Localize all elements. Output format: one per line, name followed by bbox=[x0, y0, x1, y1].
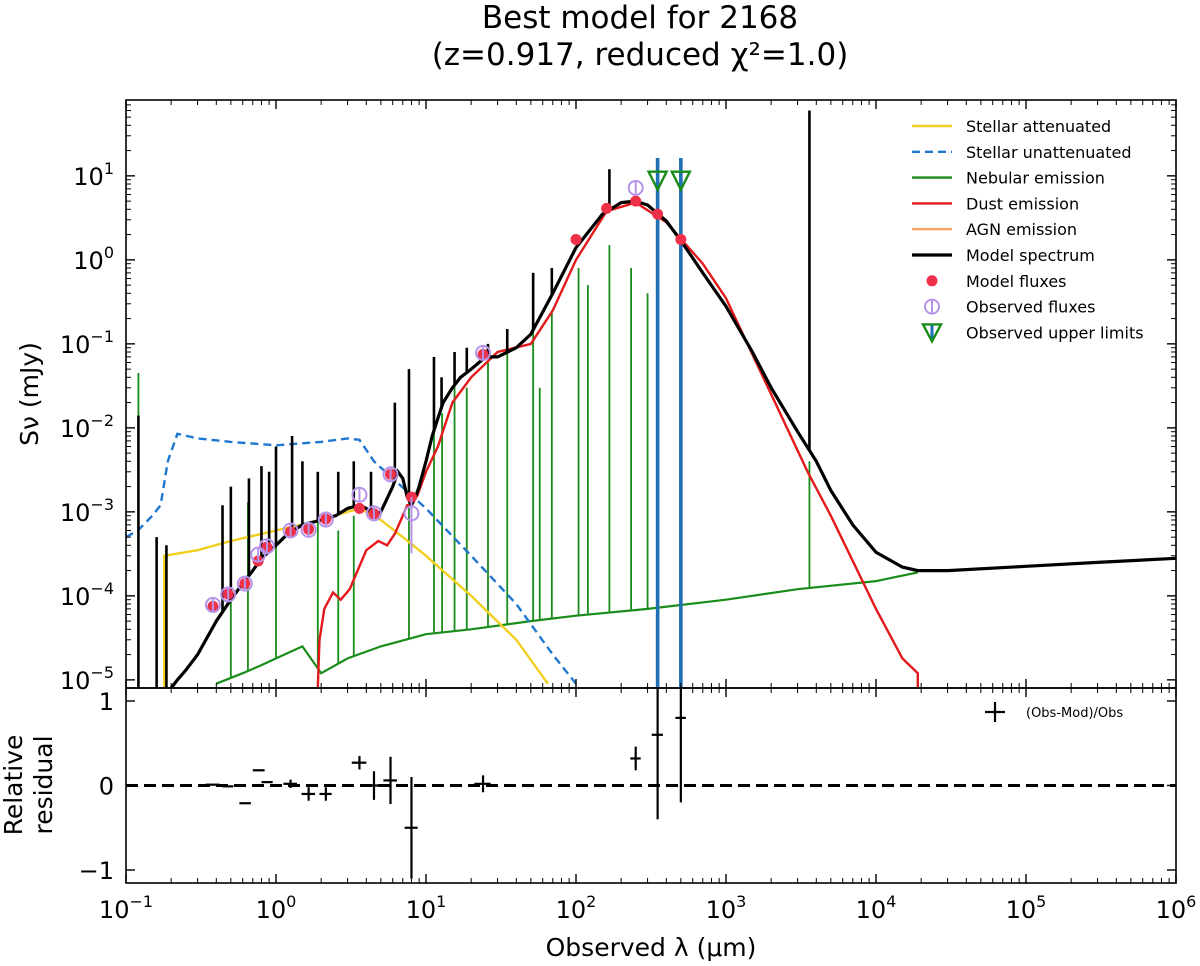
sed-y-axis: 10−5 10−4 10−3 10−2 10−1 100 101 bbox=[60, 99, 1176, 695]
y-tick-label: 10−3 bbox=[60, 495, 114, 527]
stellar-unattenuated-line bbox=[126, 432, 577, 685]
nebular-continuum-line bbox=[215, 571, 919, 685]
model-flux-point bbox=[675, 233, 687, 245]
x-tick-label: 100 bbox=[256, 892, 297, 924]
observed-flux-point bbox=[475, 344, 492, 361]
y-tick-label: 101 bbox=[73, 159, 114, 191]
x-tick-label: 10−1 bbox=[99, 892, 153, 924]
model-flux-point bbox=[652, 208, 664, 220]
observed-flux-point bbox=[300, 521, 317, 538]
y-tick-label: 10−2 bbox=[60, 411, 114, 443]
x-tick-label: 106 bbox=[1156, 892, 1197, 924]
residual-panel: 1 0 −1 bbox=[79, 687, 1177, 885]
upper-limit-marker bbox=[646, 170, 669, 193]
model-flux-point bbox=[601, 202, 613, 214]
observed-flux-point bbox=[236, 575, 253, 592]
legend-label: Nebular emission bbox=[966, 169, 1105, 188]
y-axis-label-top: Sν (mJy) bbox=[15, 342, 44, 446]
residual-y-axis: 1 0 −1 bbox=[79, 688, 1176, 885]
chart-title-line2: (z=0.917, reduced χ²=1.0) bbox=[432, 37, 849, 73]
observed-flux-point bbox=[220, 586, 237, 603]
legend-label: Observed upper limits bbox=[966, 323, 1144, 342]
observed-flux-point bbox=[258, 538, 275, 555]
y-tick-label: 10−1 bbox=[60, 327, 114, 359]
y-tick-label: 0 bbox=[99, 773, 114, 801]
dust-emission-line bbox=[316, 201, 919, 688]
legend-label: Model fluxes bbox=[966, 272, 1067, 291]
y-tick-label: 10−4 bbox=[60, 579, 114, 611]
upper-limit-marker bbox=[669, 170, 692, 193]
x-axis-label: Observed λ (μm) bbox=[546, 933, 757, 962]
x-tick-label: 104 bbox=[856, 892, 897, 924]
legend-label: Stellar unattenuated bbox=[966, 143, 1131, 162]
x-tick-label: 105 bbox=[1006, 892, 1047, 924]
residual-legend: (Obs-Mod)/Obs bbox=[985, 702, 1123, 722]
model-flux-point bbox=[630, 195, 642, 207]
y-axis-label-bottom-line1: Relative bbox=[0, 735, 28, 836]
x-tick-label: 103 bbox=[706, 892, 747, 924]
y-tick-label: 1 bbox=[99, 688, 114, 716]
chart-title-line1: Best model for 2168 bbox=[482, 0, 798, 36]
legend-label: Stellar attenuated bbox=[966, 117, 1111, 136]
x-tick-label: 102 bbox=[556, 892, 597, 924]
legend-label: (Obs-Mod)/Obs bbox=[1026, 706, 1123, 721]
legend-label: Observed fluxes bbox=[966, 298, 1095, 317]
legend-label: AGN emission bbox=[966, 220, 1077, 239]
x-axis: 10−1 100 101 102 103 104 105 106 bbox=[99, 100, 1196, 924]
observed-flux-point bbox=[282, 522, 299, 539]
sed-legend: Stellar attenuated Stellar unattenuated Ne… bbox=[912, 117, 1144, 344]
y-tick-label: 100 bbox=[73, 243, 114, 275]
observed-flux-point bbox=[250, 546, 267, 563]
legend-swatch bbox=[926, 275, 938, 287]
y-tick-label: 10−5 bbox=[60, 663, 114, 695]
y-axis-label-bottom-line2: residual bbox=[29, 735, 58, 834]
legend-label: Model spectrum bbox=[966, 246, 1095, 265]
observed-flux-point bbox=[351, 486, 368, 503]
legend-label: Dust emission bbox=[966, 194, 1079, 213]
sed-panel: 10−5 10−4 10−3 10−2 10−1 100 101 bbox=[60, 99, 1177, 695]
observed-flux-point bbox=[204, 596, 221, 613]
observed-flux-point bbox=[382, 466, 399, 483]
legend-swatch bbox=[921, 323, 943, 344]
model-flux-point bbox=[570, 233, 582, 245]
legend-swatch bbox=[924, 298, 940, 315]
observed-flux-point bbox=[317, 511, 334, 528]
y-tick-label: −1 bbox=[79, 857, 114, 885]
sed-panel-frame bbox=[125, 99, 1177, 689]
observed-flux-point bbox=[365, 505, 382, 522]
observed-flux-point bbox=[627, 179, 644, 196]
x-tick-label: 101 bbox=[406, 892, 447, 924]
model-flux-point bbox=[353, 502, 365, 514]
